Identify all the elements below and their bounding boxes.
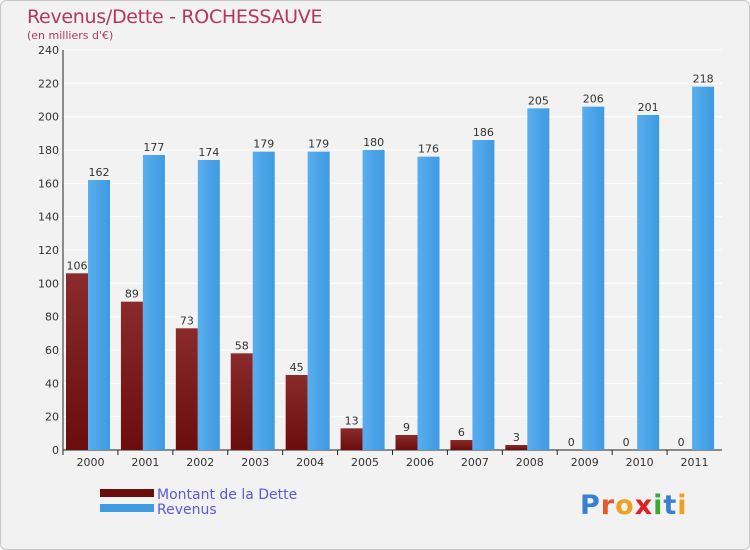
- data-label-dette: 13: [345, 414, 359, 427]
- x-tick-label: 2000: [76, 456, 104, 469]
- bar-dette: [505, 445, 528, 450]
- y-tick-label: 220: [38, 77, 59, 90]
- bar-dette: [66, 273, 88, 450]
- y-tick-label: 80: [45, 311, 59, 324]
- data-label-dette: 3: [513, 431, 520, 444]
- data-label-revenus: 201: [638, 101, 659, 114]
- data-label-dette: 45: [290, 361, 304, 374]
- bar-dette: [395, 435, 418, 450]
- data-label-dette: 0: [568, 436, 575, 449]
- legend-swatch-dette: [100, 489, 154, 497]
- data-label-revenus: 176: [418, 143, 439, 156]
- bar-revenus: [362, 150, 385, 450]
- y-tick-label: 200: [38, 111, 59, 124]
- proxiti-logo: Proxiti: [580, 490, 688, 521]
- bar-revenus: [637, 115, 660, 450]
- data-label-dette: 6: [458, 426, 465, 439]
- y-tick-label: 160: [38, 177, 59, 190]
- y-tick-label: 120: [38, 244, 59, 257]
- y-tick-label: 140: [38, 211, 59, 224]
- bar-revenus: [692, 86, 715, 451]
- y-tick-label: 40: [45, 377, 59, 390]
- bar-revenus: [582, 106, 605, 451]
- y-tick-label: 60: [45, 344, 59, 357]
- bar-revenus: [197, 160, 220, 450]
- data-label-revenus: 177: [143, 141, 164, 154]
- y-tick-label: 20: [45, 411, 59, 424]
- data-label-revenus: 218: [693, 73, 714, 86]
- y-tick-label: 100: [38, 277, 59, 290]
- bar-revenus: [142, 155, 165, 450]
- y-tick-label: 0: [52, 444, 59, 457]
- legend-label-dette: Montant de la Dette: [157, 487, 297, 503]
- x-tick-label: 2002: [186, 456, 214, 469]
- bar-revenus: [252, 151, 275, 450]
- bar-dette: [120, 301, 143, 450]
- bar-dette: [230, 353, 253, 450]
- data-label-revenus: 179: [308, 138, 329, 151]
- bar-dette: [340, 428, 363, 450]
- x-tick-label: 2009: [571, 456, 599, 469]
- chart-title: Revenus/Dette - ROCHESSAUVE: [27, 6, 323, 28]
- data-label-dette: 0: [678, 436, 685, 449]
- logo-letter: t: [663, 490, 678, 521]
- data-label-dette: 58: [235, 339, 249, 352]
- data-label-revenus: 179: [253, 138, 274, 151]
- x-tick-label: 2003: [241, 456, 269, 469]
- bar-revenus: [307, 151, 330, 450]
- data-label-revenus: 205: [528, 94, 549, 107]
- legend-label-revenus: Revenus: [157, 502, 217, 518]
- chart-subtitle: (en milliers d'€): [27, 29, 114, 42]
- bar-dette: [175, 328, 198, 450]
- logo-letter: P: [580, 490, 601, 521]
- x-tick-label: 2006: [406, 456, 434, 469]
- data-label-dette: 0: [623, 436, 630, 449]
- bar-revenus: [417, 156, 440, 450]
- logo-letter: i: [677, 490, 688, 521]
- x-tick-label: 2004: [296, 456, 324, 469]
- bar-dette: [285, 375, 308, 450]
- y-tick-label: 180: [38, 144, 59, 157]
- x-tick-label: 2008: [516, 456, 544, 469]
- data-label-revenus: 186: [473, 126, 494, 139]
- x-tick-label: 2010: [626, 456, 654, 469]
- data-label-dette: 106: [67, 259, 88, 272]
- logo-letter: r: [600, 490, 616, 521]
- data-label-revenus: 180: [363, 136, 384, 149]
- x-tick-label: 2001: [131, 456, 159, 469]
- data-label-revenus: 174: [198, 146, 219, 159]
- data-label-dette: 9: [403, 421, 410, 434]
- logo-letter: o: [615, 490, 635, 521]
- legend-swatch-revenus: [100, 504, 154, 512]
- x-tick-label: 2007: [461, 456, 489, 469]
- bar-revenus: [527, 108, 550, 450]
- bar-revenus: [472, 140, 495, 450]
- bar-revenus: [88, 180, 110, 450]
- data-label-dette: 89: [125, 288, 139, 301]
- logo-letter: x: [634, 490, 654, 521]
- data-label-revenus: 162: [89, 166, 110, 179]
- x-tick-label: 2011: [681, 456, 709, 469]
- x-tick-label: 2005: [351, 456, 379, 469]
- logo-letter: i: [653, 490, 664, 521]
- data-label-revenus: 206: [583, 93, 604, 106]
- y-tick-label: 240: [38, 44, 59, 57]
- data-label-dette: 73: [180, 314, 194, 327]
- bar-dette: [450, 440, 473, 450]
